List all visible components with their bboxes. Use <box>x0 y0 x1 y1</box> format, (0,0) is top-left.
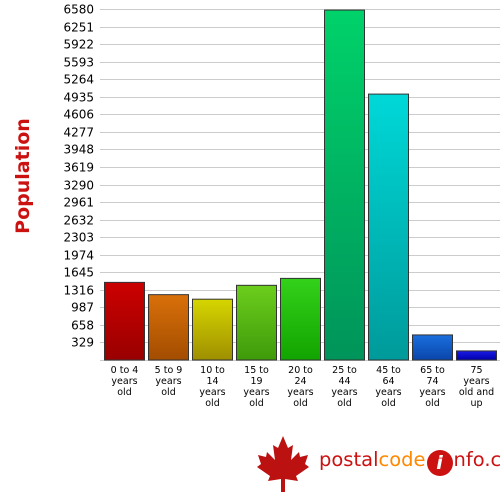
x-category-label: 20 to 24 years old <box>287 365 313 409</box>
maple-leaf-icon <box>257 436 309 492</box>
x-category-label: 0 to 4 years old <box>111 365 139 398</box>
y-tick-label: 1316 <box>63 284 94 298</box>
x-category-label: 75 years old and up <box>459 365 494 409</box>
x-category-line: old <box>381 398 395 409</box>
x-category-line: years <box>199 387 225 398</box>
brand-part-postal: postal <box>319 448 379 471</box>
x-category-line: 15 to <box>244 365 269 376</box>
brand-part-nfo: nfo.ca <box>453 448 500 471</box>
bar <box>456 350 497 361</box>
x-category-line: old and <box>459 387 494 398</box>
x-category-label: 5 to 9 years old <box>155 365 183 398</box>
x-category-line: 24 <box>294 376 306 387</box>
x-category-line: 19 <box>250 376 262 387</box>
x-category-line: up <box>470 398 482 409</box>
bar <box>148 294 189 361</box>
bar <box>236 284 277 361</box>
x-category-label: 65 to 74 years old <box>419 365 445 409</box>
x-category-line: years <box>331 387 357 398</box>
y-tick-label: 5922 <box>63 38 94 52</box>
x-category-line: years <box>463 376 489 387</box>
x-category-line: old <box>293 398 307 409</box>
x-category-line: 44 <box>338 376 350 387</box>
x-category-label: 15 to 19 years old <box>243 365 269 409</box>
x-category-line: years <box>155 376 181 387</box>
x-category-line: years <box>419 387 445 398</box>
y-tick-label: 2632 <box>63 214 94 228</box>
bars <box>104 9 497 361</box>
x-category-line: old <box>205 398 219 409</box>
y-tick-label: 6580 <box>63 3 94 17</box>
bar <box>192 298 233 361</box>
x-category-line: 75 <box>470 365 482 376</box>
y-tick-labels: 329 658 987 1316 1645 1974 2303 2632 2961 3290 361… <box>63 3 94 350</box>
y-tick-label: 1974 <box>63 249 94 263</box>
info-i-icon: i <box>426 450 453 476</box>
brand-part-code: code <box>378 448 426 471</box>
x-category-line: old <box>161 387 175 398</box>
x-category-line: 65 to <box>420 365 445 376</box>
y-tick-label: 2303 <box>63 231 94 245</box>
y-axis-label: Population <box>12 118 34 234</box>
y-tick-label: 5593 <box>63 56 94 70</box>
x-category-line: old <box>249 398 263 409</box>
x-category-line: years <box>287 387 313 398</box>
x-category-line: 10 to <box>200 365 225 376</box>
x-category-line: old <box>425 398 439 409</box>
x-category-label: 10 to 14 years old <box>199 365 225 409</box>
y-tick-label: 1645 <box>63 266 94 280</box>
x-category-line: 0 to 4 <box>111 365 139 376</box>
bar <box>324 9 365 361</box>
x-category-line: 20 to <box>288 365 313 376</box>
x-category-line: 45 to <box>376 365 401 376</box>
y-tick-label: 3290 <box>63 179 94 193</box>
x-category-label: 25 to 44 years old <box>331 365 357 409</box>
y-tick-label: 329 <box>71 336 94 350</box>
x-category-line: 64 <box>382 376 394 387</box>
x-category-line: 14 <box>206 376 218 387</box>
x-category-line: years <box>111 376 137 387</box>
x-category-line: years <box>375 387 401 398</box>
x-category-label: 45 to 64 years old <box>375 365 401 409</box>
x-category-line: 25 to <box>332 365 357 376</box>
x-category-line: 5 to 9 <box>155 365 183 376</box>
x-category-line: old <box>337 398 351 409</box>
x-category-line: old <box>117 387 131 398</box>
y-tick-label: 5264 <box>63 73 94 87</box>
y-tick-label: 4606 <box>63 108 94 122</box>
bar <box>280 277 321 361</box>
y-tick-label: 3619 <box>63 161 94 175</box>
y-tick-label: 3948 <box>63 143 94 157</box>
y-tick-label: 4935 <box>63 91 94 105</box>
bar <box>412 334 453 361</box>
x-category-line: years <box>243 387 269 398</box>
x-category-line: 74 <box>426 376 438 387</box>
y-tick-label: 987 <box>71 301 94 315</box>
bar <box>368 93 409 361</box>
y-tick-label: 2961 <box>63 196 94 210</box>
grid-lines <box>100 9 500 361</box>
y-tick-label: 6251 <box>63 21 94 35</box>
y-tick-label: 658 <box>71 319 94 333</box>
y-tick-label: 4277 <box>63 126 94 140</box>
bar <box>104 281 145 361</box>
